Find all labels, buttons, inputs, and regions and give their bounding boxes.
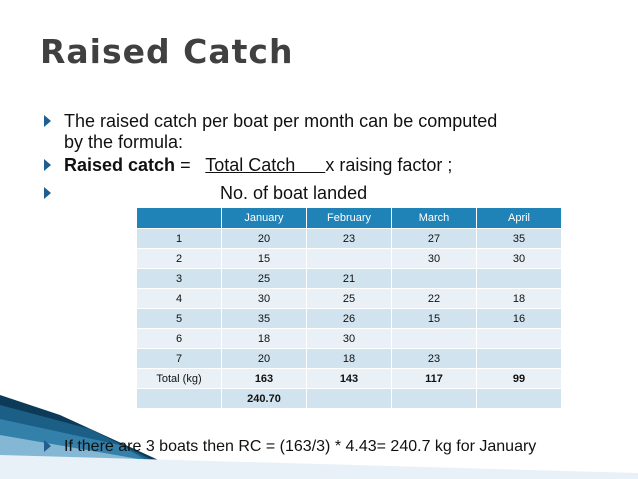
table-header: March [391, 207, 477, 229]
table-cell [476, 328, 562, 349]
table-cell [476, 268, 562, 289]
table-cell: 30 [306, 328, 392, 349]
table-cell [306, 248, 392, 269]
table-cell: 35 [221, 308, 307, 329]
table-cell: 22 [391, 288, 477, 309]
table-cell [476, 348, 562, 369]
table-cell [306, 388, 392, 409]
table-cell: 117 [391, 368, 477, 389]
table-cell: 1 [136, 228, 222, 249]
bullet-text-line2: by the formula: [64, 132, 184, 152]
table-cell: 18 [476, 288, 562, 309]
table-cell: 25 [306, 288, 392, 309]
table-row: 1 20 23 27 35 [136, 228, 562, 249]
table-header [136, 207, 222, 229]
table-row: Total (kg) 163 143 117 99 [136, 368, 562, 389]
table-cell: 18 [221, 328, 307, 349]
formula-term: Raised catch [64, 155, 176, 175]
table-row: 240.70 [136, 388, 562, 409]
table-cell [391, 328, 477, 349]
table-header: April [476, 207, 562, 229]
table-cell: 23 [391, 348, 477, 369]
table-cell: 143 [306, 368, 392, 389]
table-cell: 30 [476, 248, 562, 269]
table-header: February [306, 207, 392, 229]
formula-numerator: Total Catch [205, 155, 326, 175]
table-cell: 3 [136, 268, 222, 289]
table-header: January [221, 207, 307, 229]
table-cell [391, 268, 477, 289]
table-cell: 2 [136, 248, 222, 269]
table-cell: 20 [221, 228, 307, 249]
table-cell: 4 [136, 288, 222, 309]
slide-title: Raised Catch [40, 32, 294, 71]
table-row: 6 18 30 [136, 328, 562, 349]
catch-table: January February March April 1 20 23 27 35 2 1… [136, 207, 562, 409]
table-cell: 7 [136, 348, 222, 369]
bullet-text-line1: The raised catch per boat per month can … [64, 111, 498, 131]
bullet-arrow-icon [44, 115, 51, 127]
bullet-arrow-icon [44, 159, 51, 171]
table-cell [476, 388, 562, 409]
decorative-swoosh [0, 395, 638, 479]
table-row: 7 20 18 23 [136, 348, 562, 369]
table-cell: 15 [391, 308, 477, 329]
table-cell: Total (kg) [136, 368, 222, 389]
table-header-row: January February March April [136, 207, 562, 229]
table-cell: 99 [476, 368, 562, 389]
table-cell: 6 [136, 328, 222, 349]
table-row: 2 15 30 30 [136, 248, 562, 269]
table-row: 4 30 25 22 18 [136, 288, 562, 309]
table-cell: 15 [221, 248, 307, 269]
table-cell: 20 [221, 348, 307, 369]
formula-equals: = [175, 155, 206, 175]
formula-factor: x raising factor ; [325, 155, 453, 175]
table-cell: 35 [476, 228, 562, 249]
table-cell: 30 [221, 288, 307, 309]
table-cell: 23 [306, 228, 392, 249]
table-cell: 26 [306, 308, 392, 329]
table-cell: 21 [306, 268, 392, 289]
table-cell: 163 [221, 368, 307, 389]
bullet-arrow-icon [44, 187, 51, 199]
table-row: 3 25 21 [136, 268, 562, 289]
table-cell [136, 388, 222, 409]
table-cell [391, 388, 477, 409]
table-cell: 25 [221, 268, 307, 289]
table-cell: 5 [136, 308, 222, 329]
table-cell: 240.70 [221, 388, 307, 409]
formula-denominator: No. of boat landed [220, 183, 368, 203]
table-row: 5 35 26 15 16 [136, 308, 562, 329]
example-text: If there are 3 boats then RC = (163/3) *… [64, 438, 537, 455]
bullet-arrow-icon [44, 440, 51, 452]
table-cell: 27 [391, 228, 477, 249]
table-cell: 30 [391, 248, 477, 269]
table-cell: 16 [476, 308, 562, 329]
table-cell: 18 [306, 348, 392, 369]
